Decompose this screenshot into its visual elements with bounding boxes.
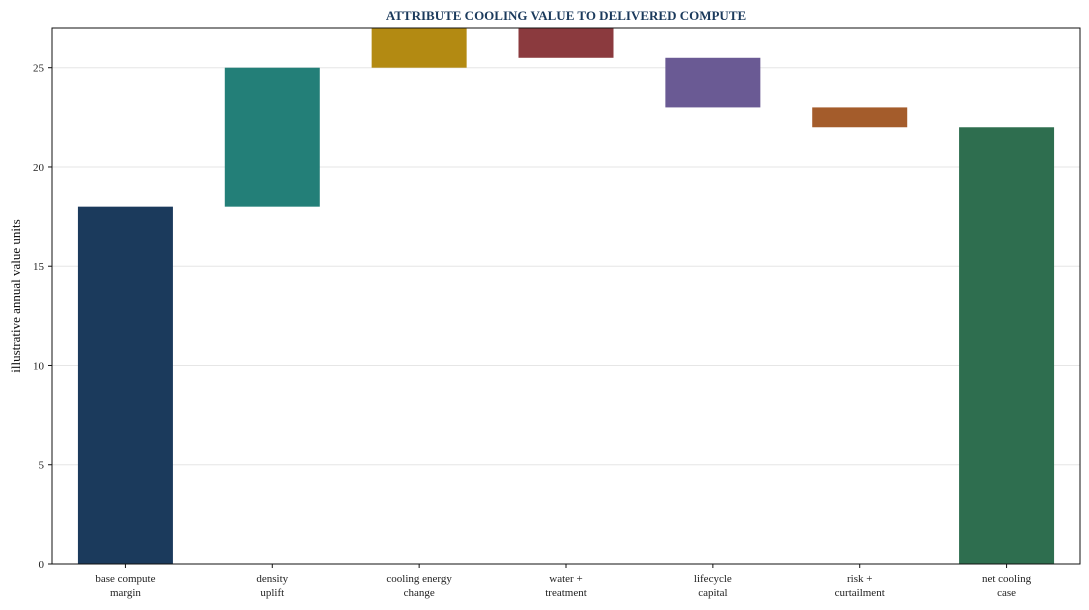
x-tick-label-line: uplift	[260, 587, 284, 599]
y-tick-label: 20	[33, 162, 45, 174]
y-tick-label: 10	[33, 360, 45, 372]
chart-title: ATTRIBUTE COOLING VALUE TO DELIVERED COM…	[386, 8, 746, 23]
x-tick-label-line: lifecycle	[694, 573, 732, 585]
y-tick-label: 5	[39, 460, 45, 472]
x-tick-label: risk + curtailment	[835, 573, 885, 599]
y-tick-label: 0	[39, 559, 45, 571]
x-tick-label: lifecycle capital	[694, 573, 732, 599]
y-axis-label: illustrative annual value units	[8, 219, 23, 372]
x-tick-label: base compute margin	[95, 573, 155, 599]
x-tick-label-line: net cooling	[982, 573, 1032, 585]
bar	[518, 28, 614, 58]
x-tick-label-line: change	[404, 587, 435, 599]
grid-lines	[52, 67, 1080, 466]
bars	[77, 28, 1055, 564]
bar	[77, 206, 173, 564]
x-tick-label: cooling energy change	[386, 573, 452, 599]
y-tick-label: 15	[33, 261, 45, 273]
bar	[224, 67, 320, 207]
x-tick-label-line: cooling energy	[386, 573, 452, 585]
x-tick-label-line: curtailment	[835, 587, 885, 599]
x-tick-label-line: capital	[698, 587, 727, 599]
x-axis: base compute margin density uplift cooling e…	[95, 564, 1032, 599]
x-tick-label-line: margin	[110, 587, 141, 599]
bar	[959, 127, 1055, 564]
bar	[371, 28, 467, 68]
x-tick-label-line: treatment	[545, 587, 587, 599]
x-tick-label-line: base compute	[95, 573, 155, 585]
x-tick-label-line: water +	[549, 573, 582, 585]
bar	[812, 107, 908, 128]
bar	[665, 57, 761, 108]
plot-frame	[51, 27, 1081, 565]
x-tick-label: net cooling case	[982, 573, 1032, 599]
x-tick-label: density uplift	[256, 573, 288, 599]
x-tick-label-line: risk +	[847, 573, 872, 585]
x-tick-label: water + treatment	[545, 573, 587, 599]
x-tick-label-line: case	[997, 587, 1016, 599]
x-tick-label-line: density	[256, 573, 288, 585]
y-axis: 0 5 10 15 20 25	[33, 63, 52, 571]
y-tick-label: 25	[33, 63, 45, 75]
